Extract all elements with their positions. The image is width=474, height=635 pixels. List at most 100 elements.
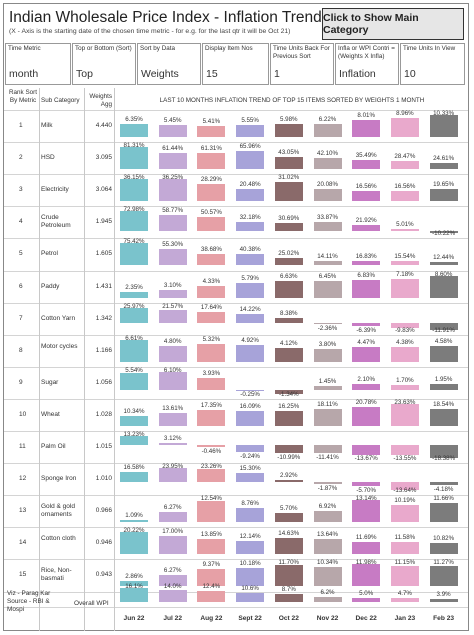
row-8-bar[interactable] (236, 345, 265, 362)
row-1-bar[interactable] (158, 125, 187, 138)
overall-bar[interactable] (429, 598, 458, 602)
row-15-bar[interactable] (158, 574, 187, 587)
row-10-bar[interactable] (236, 410, 265, 426)
row-1-bar[interactable] (197, 125, 226, 138)
row-8-bar[interactable] (158, 345, 187, 362)
row-12-bar[interactable] (429, 482, 458, 485)
row-5-bar[interactable] (352, 260, 381, 266)
row-1-bar[interactable] (352, 119, 381, 138)
row-8-bar[interactable] (197, 344, 226, 362)
row-7-bar[interactable] (236, 314, 265, 323)
row-15-bar[interactable] (390, 565, 419, 587)
row-11-bar[interactable] (390, 445, 419, 455)
row-5-bar[interactable] (390, 260, 419, 266)
row-15-bar[interactable] (429, 565, 458, 587)
row-1-bar[interactable] (429, 115, 458, 138)
row-2-bar[interactable] (352, 159, 381, 170)
row-15-bar[interactable] (197, 569, 226, 587)
row-14-bar[interactable] (120, 532, 148, 555)
row-1-bar[interactable] (390, 117, 419, 138)
row-10-bar[interactable] (429, 408, 458, 426)
row-11-bar[interactable] (352, 445, 381, 455)
row-14-bar[interactable] (429, 542, 458, 555)
row-10-bar[interactable] (197, 409, 226, 426)
row-8-bar[interactable] (429, 346, 458, 362)
row-9-bar[interactable] (352, 383, 381, 390)
row-14-bar[interactable] (313, 539, 342, 555)
row-6-bar[interactable] (313, 281, 342, 298)
row-2-bar[interactable] (313, 157, 342, 170)
row-10-bar[interactable] (313, 409, 342, 426)
row-14-bar[interactable] (197, 539, 226, 555)
row-11-bar[interactable] (274, 445, 303, 453)
row-6-bar[interactable] (390, 279, 419, 298)
row-4-bar[interactable] (236, 222, 265, 231)
row-2-bar[interactable] (120, 147, 148, 170)
row-11-bar[interactable] (197, 445, 226, 447)
row-12-bar[interactable] (236, 473, 265, 483)
row-4-bar[interactable] (274, 222, 303, 231)
row-4-bar[interactable] (158, 215, 187, 231)
param-value[interactable]: month (9, 68, 39, 80)
param-value[interactable]: 10 (404, 68, 416, 80)
row-1-bar[interactable] (313, 123, 342, 138)
row-3-bar[interactable] (274, 182, 303, 202)
overall-bar[interactable] (313, 596, 342, 602)
row-12-bar[interactable] (158, 468, 187, 483)
row-8-bar[interactable] (390, 347, 419, 362)
row-13-bar[interactable] (352, 500, 381, 523)
row-10-bar[interactable] (352, 406, 381, 426)
row-3-bar[interactable] (120, 179, 148, 202)
row-4-bar[interactable] (352, 224, 381, 231)
overall-bar[interactable] (236, 592, 265, 602)
row-4-bar[interactable] (429, 230, 458, 234)
row-10-bar[interactable] (274, 410, 303, 426)
row-13-bar[interactable] (120, 520, 148, 523)
row-6-bar[interactable] (352, 280, 381, 298)
row-7-bar[interactable] (429, 322, 458, 330)
overall-bar[interactable] (197, 591, 226, 602)
row-6-bar[interactable] (429, 275, 458, 298)
row-11-bar[interactable] (313, 445, 342, 454)
row-3-bar[interactable] (236, 188, 265, 202)
row-12-bar[interactable] (390, 482, 419, 491)
row-8-bar[interactable] (313, 349, 342, 362)
row-1-bar[interactable] (236, 125, 265, 138)
row-2-bar[interactable] (158, 152, 187, 170)
row-9-bar[interactable] (236, 389, 265, 392)
row-6-bar[interactable] (236, 282, 265, 298)
param-4[interactable]: Time Units Back For Previous Sort 1 (270, 43, 334, 85)
row-14-bar[interactable] (158, 535, 187, 555)
show-main-category-button[interactable]: Click to Show Main Category (322, 8, 464, 40)
row-2-bar[interactable] (390, 161, 419, 170)
row-12-bar[interactable] (274, 480, 303, 483)
row-5-bar[interactable] (313, 261, 342, 266)
row-4-bar[interactable] (120, 211, 148, 231)
row-11-bar[interactable] (158, 443, 187, 446)
row-2-bar[interactable] (429, 162, 458, 170)
row-10-bar[interactable] (158, 413, 187, 426)
row-7-bar[interactable] (274, 317, 303, 323)
param-0[interactable]: Time Metric month (5, 43, 71, 85)
row-9-bar[interactable] (429, 384, 458, 390)
row-8-bar[interactable] (352, 346, 381, 362)
row-1-bar[interactable] (274, 124, 303, 138)
row-2-bar[interactable] (274, 157, 303, 170)
overall-bar[interactable] (120, 588, 148, 602)
param-value[interactable]: 15 (206, 68, 218, 80)
row-12-bar[interactable] (120, 472, 148, 483)
row-8-bar[interactable] (274, 348, 303, 362)
row-3-bar[interactable] (352, 191, 381, 202)
row-5-bar[interactable] (120, 243, 148, 266)
param-value[interactable]: Top (76, 68, 93, 80)
row-13-bar[interactable] (390, 505, 419, 523)
row-11-bar[interactable] (236, 445, 265, 452)
row-15-bar[interactable] (352, 564, 381, 587)
row-2-bar[interactable] (236, 151, 265, 170)
row-9-bar[interactable] (120, 373, 148, 390)
param-value[interactable]: Inflation (339, 68, 376, 80)
row-3-bar[interactable] (313, 189, 342, 202)
row-6-bar[interactable] (158, 289, 187, 298)
row-3-bar[interactable] (158, 179, 187, 202)
overall-bar[interactable] (352, 597, 381, 602)
